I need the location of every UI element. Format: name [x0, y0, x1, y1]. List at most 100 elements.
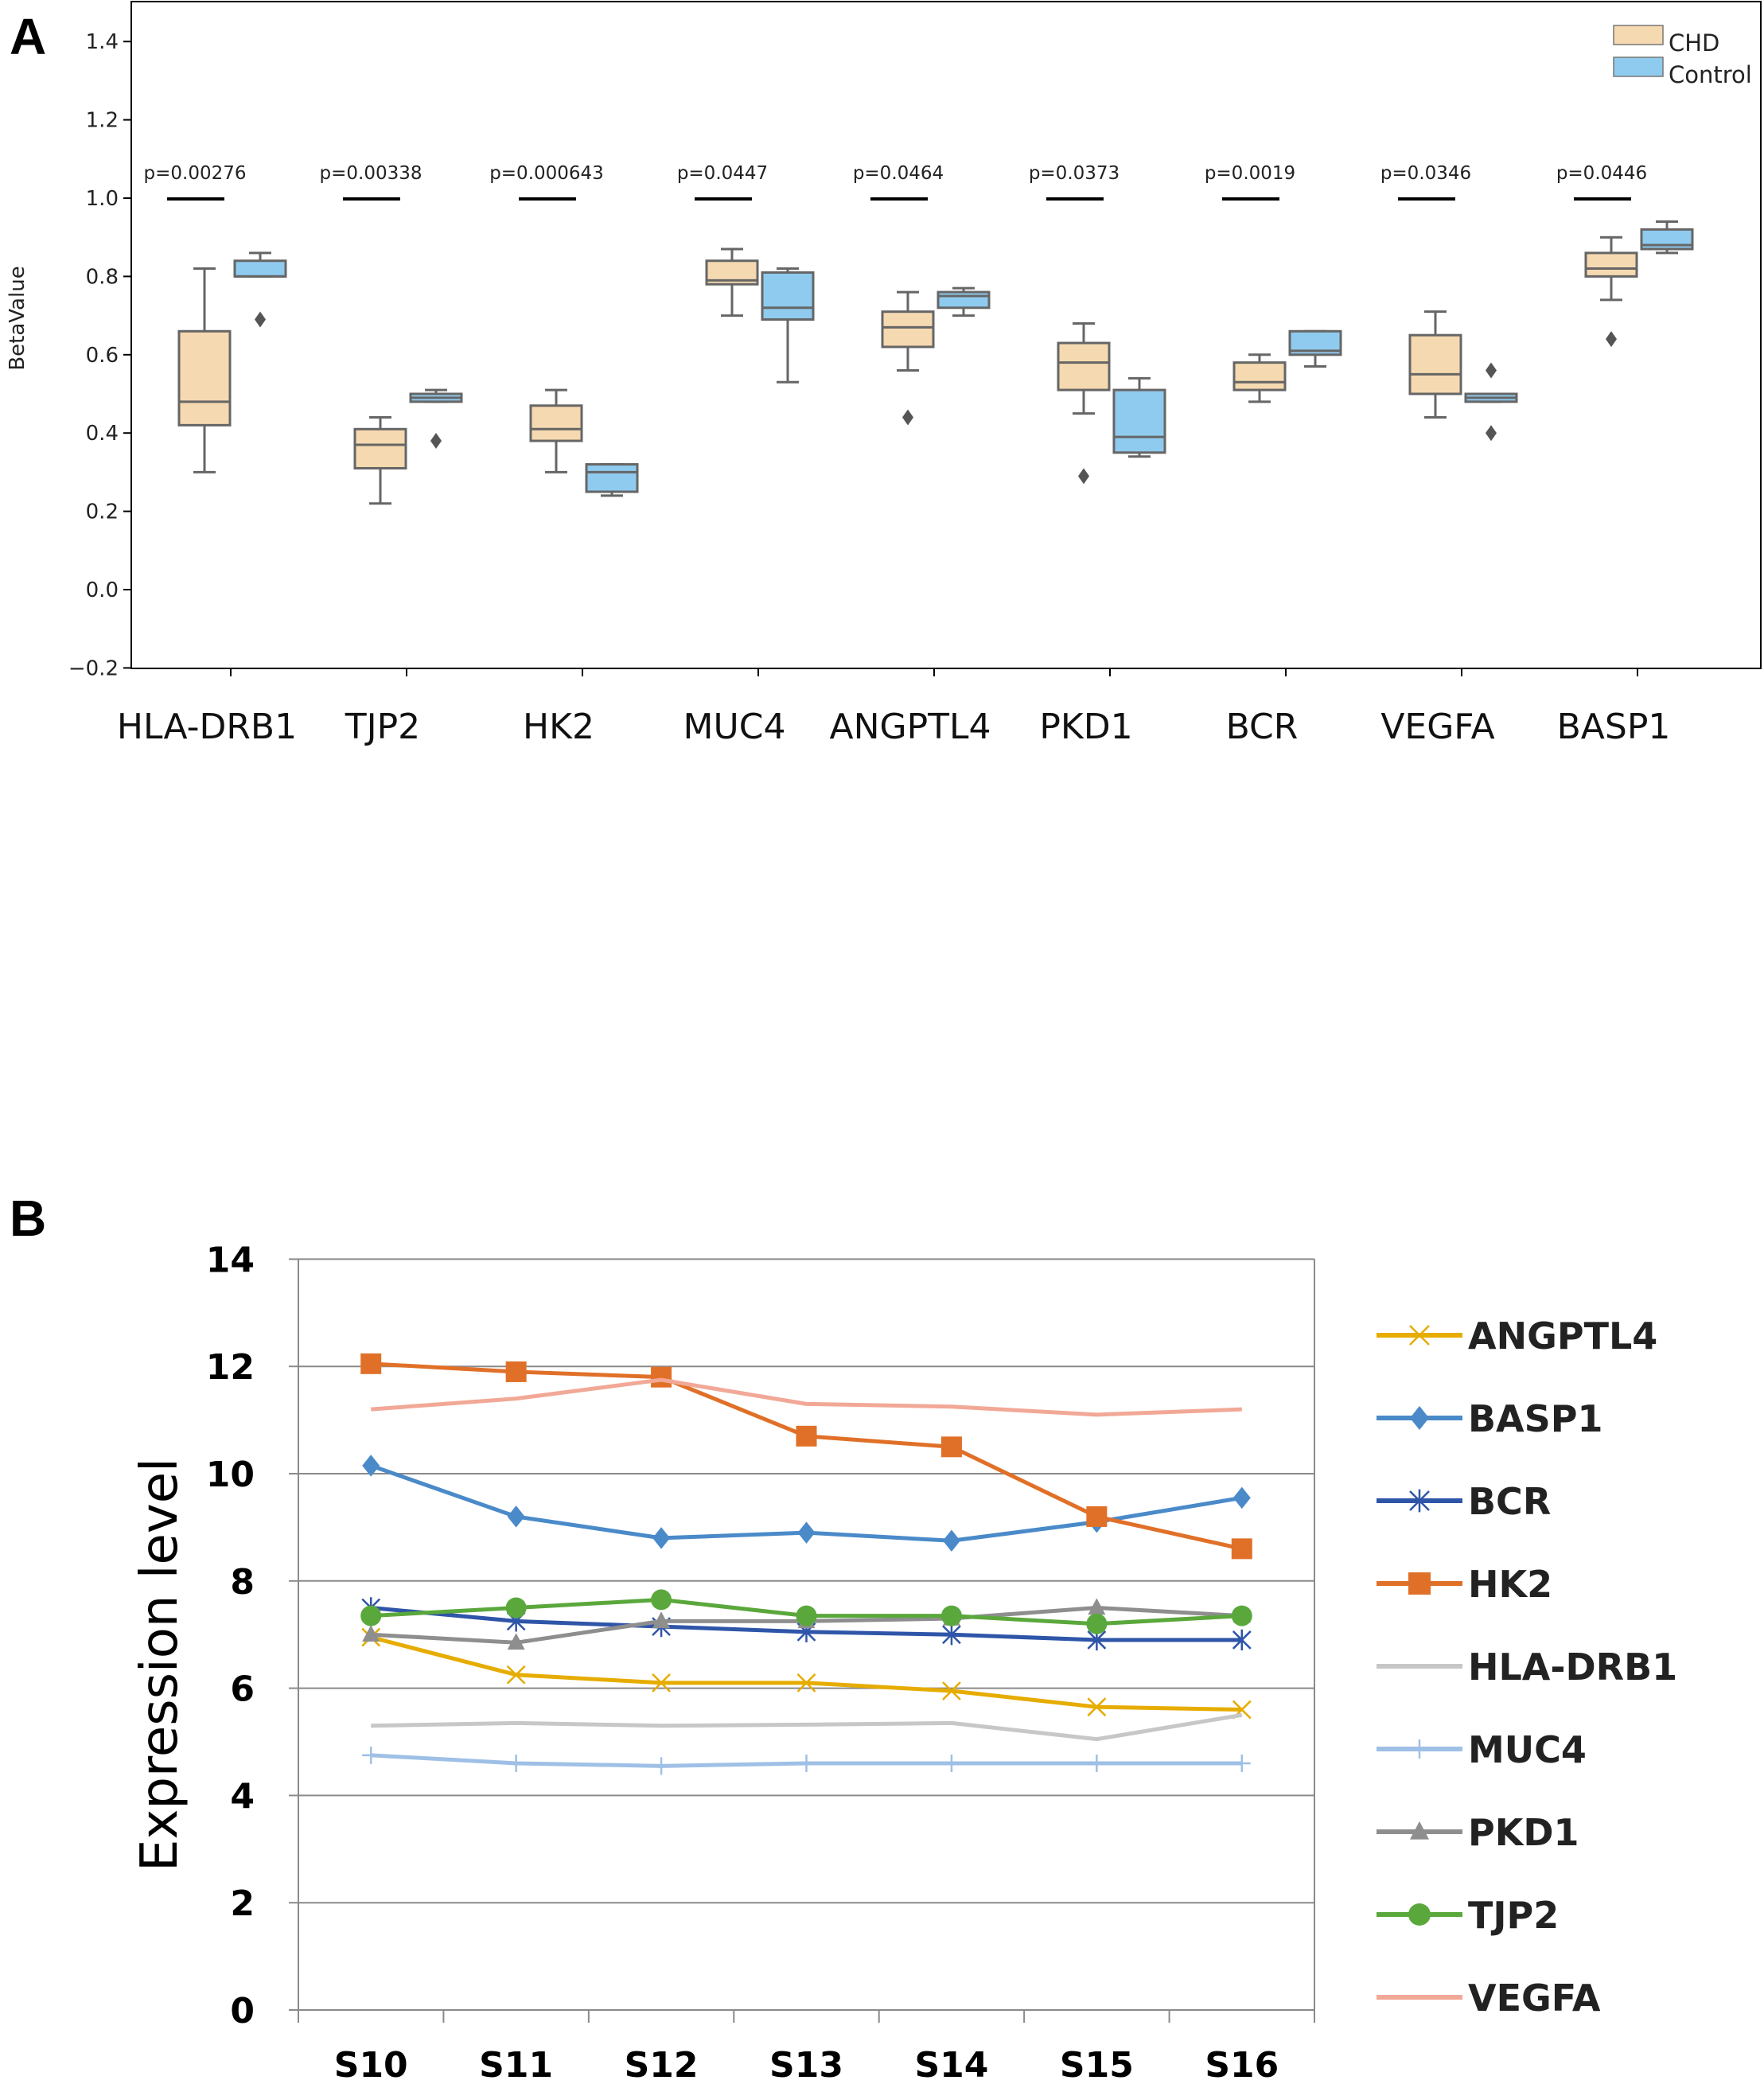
- point-muc4: [362, 1746, 380, 1764]
- chd-box-pkd1: [1057, 321, 1111, 485]
- point-angptl4: [796, 1673, 816, 1693]
- pvalue-label-hk2: p=0.000643: [489, 163, 604, 184]
- box-iqr: [1408, 333, 1462, 395]
- x-tick-label-basp1: BASP1: [1557, 707, 1671, 747]
- chd-box-basp1: [1584, 236, 1638, 348]
- outlier-point: [430, 433, 442, 450]
- panel-b-legend: ANGPTL4 BASP1 BCR HK2 HLA-DRB1 MUC4 PKD1 TJP2 VE…: [1377, 1315, 1677, 2020]
- y-tick-label: 1.4: [86, 30, 119, 54]
- point-bcr: [942, 1624, 961, 1646]
- legend-label-angptl4: ANGPTL4: [1468, 1315, 1657, 1358]
- point-tjp2: [651, 1589, 672, 1611]
- panel-a-x-ticks: HLA-DRB1 TJP2 HK2 MUC4 ANGPTL4 PKD1 BCR VEGFA BA…: [117, 668, 1671, 747]
- legend-item-angptl4: ANGPTL4: [1377, 1315, 1657, 1358]
- panel-a-frame: [130, 1, 1762, 669]
- point-muc4: [652, 1757, 671, 1775]
- control-box-hla-drb1: [233, 251, 287, 328]
- panel-b-axes: [298, 1259, 1314, 2011]
- chd-box-muc4: [705, 247, 759, 317]
- point-angptl4: [1087, 1697, 1107, 1717]
- point-basp1: [507, 1506, 525, 1528]
- chd-box-bcr: [1232, 353, 1287, 403]
- point-hk2: [1086, 1506, 1108, 1527]
- point-tjp2: [940, 1605, 962, 1626]
- panel-a-y-label: BetaValue: [6, 266, 29, 370]
- panel-a-boxes: [177, 220, 1694, 505]
- chd-box-tjp2: [353, 416, 407, 505]
- y-tick-label: 1.0: [86, 187, 119, 211]
- chd-box-vegfa: [1408, 310, 1462, 419]
- control-box-vegfa: [1464, 362, 1518, 442]
- control-box-angptl4: [937, 286, 991, 317]
- pvalue-label-muc4: p=0.0447: [677, 163, 768, 184]
- legend-marker: [1408, 1572, 1431, 1595]
- point-angptl4: [506, 1665, 526, 1685]
- legend-label-vegfa: VEGFA: [1468, 1977, 1601, 2020]
- point-hk2: [1231, 1538, 1252, 1560]
- box-iqr: [529, 404, 583, 442]
- point-pkd1: [362, 1625, 380, 1642]
- pvalue-label-bcr: p=0.0019: [1205, 163, 1295, 184]
- panel-b-letter: B: [10, 1190, 46, 1247]
- legend-label-muc4: MUC4: [1468, 1728, 1587, 1771]
- point-muc4: [1088, 1754, 1106, 1772]
- legend-label-bcr: BCR: [1468, 1480, 1551, 1523]
- legend-marker: [1409, 1489, 1430, 1513]
- panel-b-x-ticks: S10 S11 S12 S13 S14 S15 S16: [298, 2010, 1315, 2084]
- pvalue-label-pkd1: p=0.0373: [1029, 163, 1120, 184]
- point-tjp2: [1086, 1613, 1108, 1634]
- point-tjp2: [505, 1597, 527, 1619]
- y-tick-label: −0.2: [68, 656, 119, 680]
- point-hk2: [796, 1425, 817, 1447]
- legend-item-vegfa: VEGFA: [1377, 1977, 1601, 2020]
- pvalue-label-vegfa: p=0.0346: [1380, 163, 1471, 184]
- box-iqr: [585, 463, 639, 493]
- pvalue-label-angptl4: p=0.0464: [853, 163, 944, 184]
- series-line-hla-drb1: [371, 1712, 1243, 1742]
- legend-item-hla-drb1: HLA-DRB1: [1377, 1646, 1677, 1689]
- box-iqr: [1057, 341, 1111, 391]
- x-tick-label-tjp2: TJP2: [345, 707, 420, 747]
- control-box-tjp2: [409, 388, 463, 450]
- x-tick-label-s11: S11: [479, 2045, 553, 2084]
- x-tick-label-angptl4: ANGPTL4: [829, 707, 991, 747]
- legend-item-muc4: MUC4: [1377, 1728, 1587, 1771]
- y-tick-label: 12: [206, 1347, 255, 1388]
- legend-item-bcr: BCR: [1377, 1480, 1551, 1523]
- point-basp1: [362, 1455, 380, 1477]
- y-tick-label: 0.4: [86, 422, 119, 446]
- y-tick-label: 0.6: [86, 344, 119, 368]
- point-basp1: [652, 1527, 671, 1549]
- outlier-point: [255, 311, 266, 328]
- panel-a-boxplot: −0.2 0.0 0.2 0.4 0.6 0.8 1.0 1.2 1.4 HLA-DRB1 TJP…: [6, 1, 1762, 747]
- y-tick-label: 0: [230, 1991, 255, 2031]
- legend-label-basp1: BASP1: [1468, 1397, 1603, 1440]
- control-box-basp1: [1640, 220, 1694, 255]
- point-basp1: [1232, 1486, 1251, 1509]
- box-iqr: [937, 290, 991, 310]
- series-line-hk2: [371, 1361, 1243, 1551]
- point-hk2: [505, 1361, 527, 1382]
- point-muc4: [507, 1754, 525, 1772]
- series-vegfa: [371, 1377, 1242, 1417]
- point-hk2: [940, 1436, 962, 1458]
- panel-a-letter: A: [10, 8, 46, 65]
- series-angptl4: [361, 1627, 1252, 1720]
- outlier-point: [1078, 468, 1089, 485]
- panel-b-grid: [298, 1258, 1315, 2010]
- pvalue-label-tjp2: p=0.00338: [320, 163, 423, 184]
- point-tjp2: [1231, 1605, 1252, 1626]
- point-hk2: [360, 1353, 382, 1374]
- x-tick-label-hla-drb1: HLA-DRB1: [117, 707, 297, 747]
- chd-box-hla-drb1: [177, 267, 232, 473]
- x-tick-label-muc4: MUC4: [683, 707, 786, 747]
- series-hk2: [360, 1353, 1252, 1560]
- control-box-pkd1: [1112, 376, 1166, 458]
- panel-b-y-label: Expression level: [130, 1458, 189, 1872]
- outlier-point: [1606, 331, 1617, 348]
- outlier-point: [1486, 362, 1497, 379]
- panel-b-linechart: 0 2 4 6 8 10 12 14 S10 S11 S12 S13 S14 S15 S16 Expres…: [130, 1240, 1677, 2084]
- legend-item-tjp2: TJP2: [1377, 1894, 1559, 1937]
- legend-label-chd: CHD: [1669, 29, 1719, 56]
